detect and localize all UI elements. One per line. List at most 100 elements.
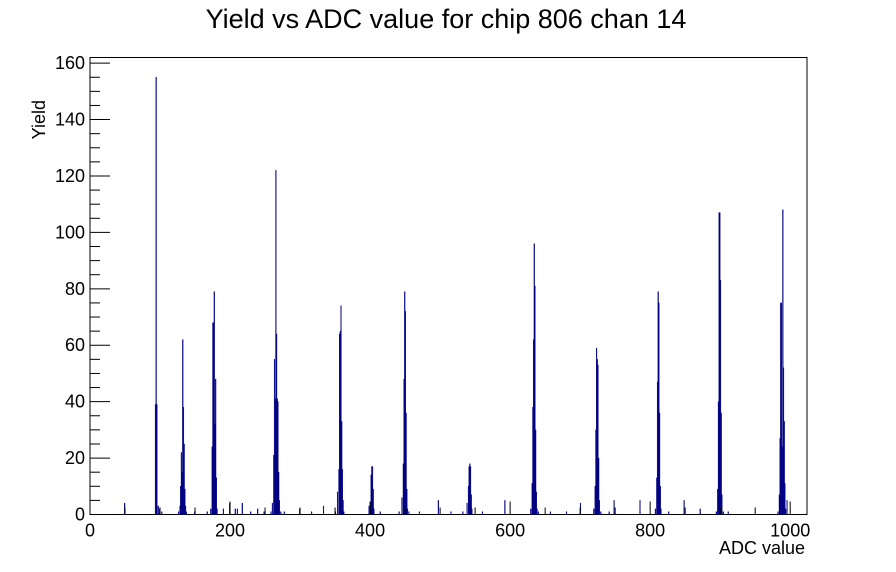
histogram-bin [185, 505, 187, 515]
histogram-bin [206, 511, 208, 515]
y-tick-label: 100 [55, 222, 85, 242]
histogram-bin [659, 486, 661, 515]
x-tick-label: 1000 [770, 521, 810, 541]
x-axis-label: ADC value [719, 538, 805, 558]
histogram-bin [470, 466, 472, 515]
histogram-bin [373, 508, 375, 515]
histogram-bin [215, 378, 217, 515]
histogram-bin [785, 508, 787, 515]
histogram-bin [593, 508, 595, 515]
histogram-bin [280, 511, 282, 515]
histogram-bin [184, 488, 186, 515]
histogram-bars [124, 77, 788, 515]
x-axis: 0 200 400 600 800 1000 [85, 501, 810, 541]
histogram-bin [408, 511, 410, 515]
x-tick-label: 200 [215, 521, 245, 541]
y-tick-label: 120 [55, 166, 85, 186]
histogram-bin [342, 500, 344, 515]
histogram-bin [215, 477, 217, 515]
histogram-bin [336, 491, 339, 515]
histogram-bin [549, 511, 551, 515]
x-tick-label: 0 [85, 521, 95, 541]
histogram-bin [534, 285, 536, 515]
y-tick-label: 0 [75, 505, 85, 525]
histogram-bin [780, 302, 782, 515]
histogram-bin [270, 511, 272, 515]
y-axis-label: Yield [29, 100, 49, 139]
histogram-bin [283, 511, 285, 515]
y-tick-label: 60 [65, 335, 85, 355]
histogram-bin [322, 505, 325, 515]
histogram-bin [683, 500, 685, 515]
histogram-bin [406, 488, 408, 515]
histogram-bin [406, 508, 409, 515]
histogram-bin [311, 511, 313, 515]
x-tick-label: 400 [355, 521, 385, 541]
histogram-bin [263, 511, 265, 515]
y-axis: 0 20 40 60 80 100 120 140 160 [55, 53, 110, 525]
histogram-bin [608, 511, 610, 515]
histogram-bin [598, 500, 600, 515]
histogram-bin [278, 500, 280, 515]
histogram-bin [783, 421, 785, 515]
histogram-bin [368, 505, 370, 515]
plot-frame [89, 57, 808, 515]
histogram-bin [161, 511, 163, 515]
histogram-bin [398, 511, 400, 515]
histogram-bin [277, 401, 279, 515]
histogram-bin [241, 503, 243, 515]
histogram-bin [234, 508, 236, 515]
histogram-bin [470, 494, 472, 515]
chart-title: Yield vs ADC value for chip 806 chan 14 [206, 4, 687, 34]
histogram-bin [530, 508, 532, 515]
histogram-bin [405, 412, 407, 515]
histogram-bin [504, 500, 506, 515]
histogram-bin [537, 511, 540, 515]
histogram-bin [178, 511, 180, 515]
histogram-bin [341, 469, 343, 515]
histogram-bin [481, 511, 484, 515]
histogram-bin [278, 471, 280, 515]
histogram-bin [600, 511, 602, 515]
histogram-bin [418, 511, 420, 515]
histogram-bin [156, 404, 158, 515]
histogram-bin [598, 457, 600, 515]
histogram-bin [341, 421, 343, 515]
histogram-bin [699, 508, 701, 515]
histogram-bin [720, 412, 722, 515]
histogram-bin [155, 77, 157, 515]
histogram-bin [372, 488, 374, 515]
y-tick-label: 80 [65, 279, 85, 299]
histogram-bin [727, 511, 729, 515]
x-tick-label: 800 [635, 521, 665, 541]
histogram-bin [437, 500, 439, 515]
histogram-bin [613, 500, 615, 515]
histogram-bin [721, 494, 723, 515]
histogram-bin [271, 503, 273, 515]
histogram-bin [216, 508, 218, 515]
y-tick-label: 160 [55, 53, 85, 73]
histogram-bin [722, 511, 724, 515]
y-tick-label: 20 [65, 448, 85, 468]
histogram-bin [471, 508, 473, 515]
histogram-bin [462, 511, 464, 515]
histogram-bin [777, 511, 779, 515]
histogram-bin [343, 511, 345, 515]
histogram-bin [401, 497, 403, 515]
histogram-bin [536, 508, 538, 515]
histogram-bin [654, 508, 656, 515]
histogram-bin [379, 511, 381, 515]
histogram-bin [250, 511, 252, 515]
histogram-bin [213, 291, 215, 515]
histogram-bin [659, 412, 661, 515]
y-tick-label: 140 [55, 110, 85, 130]
histogram-bin [340, 305, 342, 515]
histogram-bin [658, 302, 660, 515]
histogram-bin [784, 483, 786, 515]
histogram-bin [715, 511, 717, 515]
histogram-bin [222, 508, 224, 515]
histogram-bin [466, 503, 468, 515]
histogram-bin [535, 491, 537, 515]
histogram-bin [565, 511, 568, 515]
